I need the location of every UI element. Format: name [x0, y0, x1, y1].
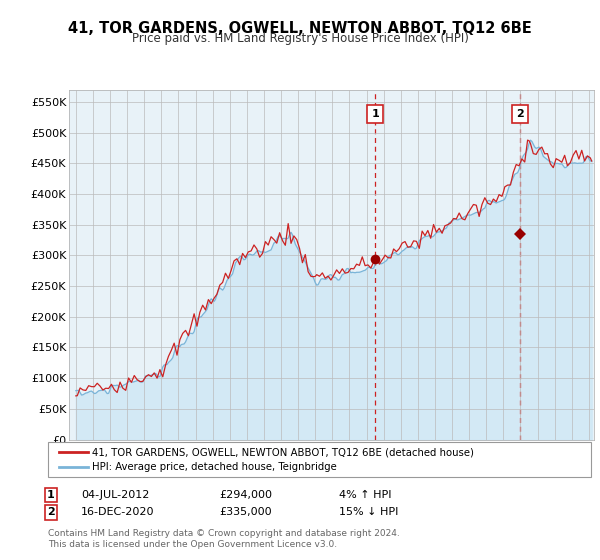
Text: This data is licensed under the Open Government Licence v3.0.: This data is licensed under the Open Gov…	[48, 540, 337, 549]
Text: Contains HM Land Registry data © Crown copyright and database right 2024.: Contains HM Land Registry data © Crown c…	[48, 529, 400, 538]
Text: Price paid vs. HM Land Registry's House Price Index (HPI): Price paid vs. HM Land Registry's House …	[131, 32, 469, 45]
Text: 04-JUL-2012: 04-JUL-2012	[81, 490, 149, 500]
Text: 2: 2	[516, 109, 524, 119]
Text: 4% ↑ HPI: 4% ↑ HPI	[339, 490, 391, 500]
Text: £294,000: £294,000	[219, 490, 272, 500]
Text: HPI: Average price, detached house, Teignbridge: HPI: Average price, detached house, Teig…	[92, 463, 337, 473]
Text: 41, TOR GARDENS, OGWELL, NEWTON ABBOT, TQ12 6BE: 41, TOR GARDENS, OGWELL, NEWTON ABBOT, T…	[68, 21, 532, 36]
Text: 1: 1	[47, 490, 55, 500]
Text: £335,000: £335,000	[219, 507, 272, 517]
Text: 2: 2	[47, 507, 55, 517]
Text: 15% ↓ HPI: 15% ↓ HPI	[339, 507, 398, 517]
Text: 41, TOR GARDENS, OGWELL, NEWTON ABBOT, TQ12 6BE (detached house): 41, TOR GARDENS, OGWELL, NEWTON ABBOT, T…	[92, 447, 475, 457]
Text: 16-DEC-2020: 16-DEC-2020	[81, 507, 155, 517]
Text: 1: 1	[371, 109, 379, 119]
